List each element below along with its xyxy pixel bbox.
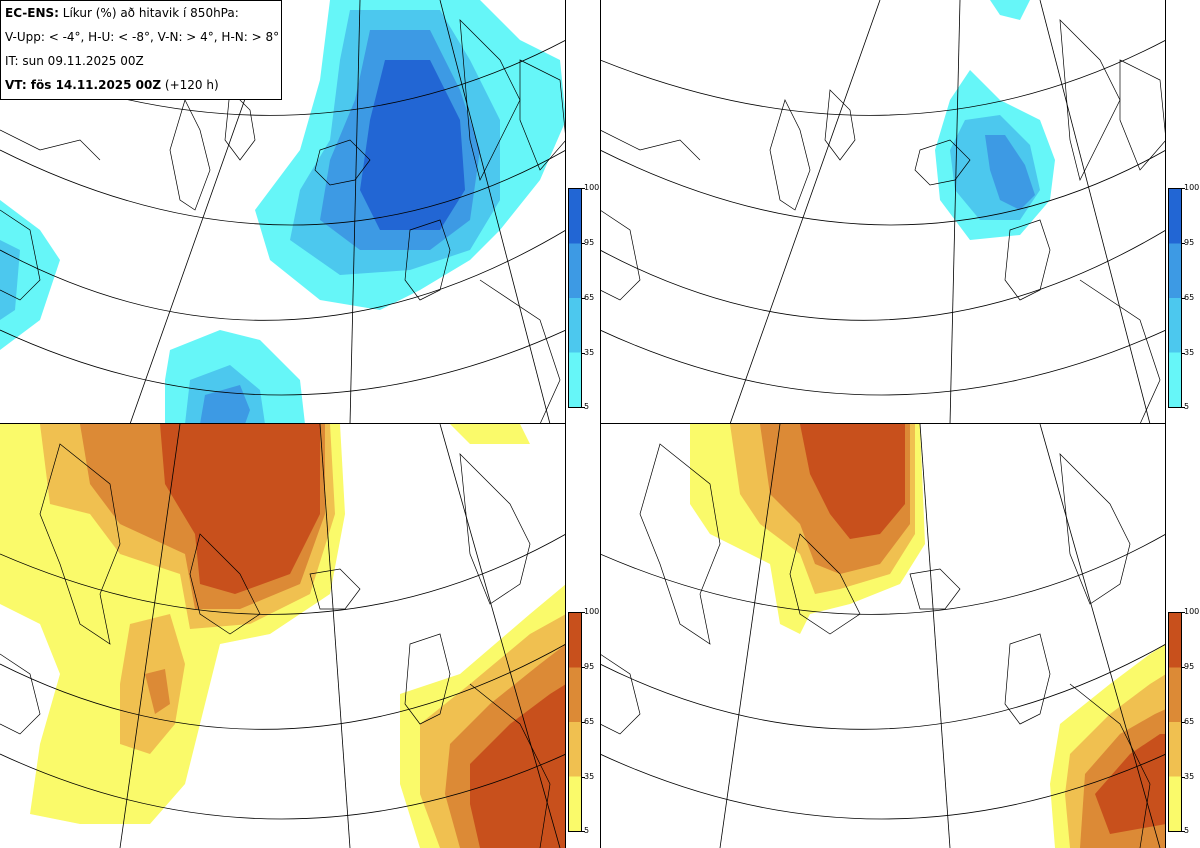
coastlines [0,19,566,424]
legend-tick: 100 [584,607,600,616]
legend-tick: 5 [1184,826,1190,835]
map-panel-cold-minus8 [600,0,1166,424]
legend-tick: 5 [1184,402,1190,411]
coastlines [600,443,1151,848]
valid-time: VT: fös 14.11.2025 00Z [5,78,162,92]
legend-tick: 65 [1184,717,1195,726]
panel-divider-horizontal [600,423,1166,424]
prob-field [0,0,566,424]
valid-time-line: VT: fös 14.11.2025 00Z (+120 h) [5,73,281,97]
legend-tick: 65 [1184,293,1195,302]
grid-lines [0,0,566,424]
legend-tick: 95 [1184,662,1195,671]
legend-tick: 5 [584,402,590,411]
legend-tick: 95 [584,662,595,671]
coastlines [600,19,1166,424]
map-panel-warm-plus8 [600,424,1166,848]
lead-time: (+120 h) [164,78,219,92]
thresholds-line: V-Upp: < -4°, H-U: < -8°, V-N: > 4°, H-N… [5,30,280,44]
legend-tick: 5 [584,826,590,835]
legend-tick: 95 [1184,238,1195,247]
prob-field [935,0,1055,240]
colorbar-cold-topright: 100 95 65 35 5 [1168,183,1199,411]
title-box: EC-ENS: Líkur (%) að hitavik í 850hPa: V… [0,0,282,100]
map-panel-cold-minus4 [0,0,566,424]
prob-field [0,424,566,848]
colorbar-warm-bottomright: 100 95 65 35 5 [1168,607,1199,835]
model-name: EC-ENS: [5,6,59,20]
legend-tick: 35 [1184,772,1195,781]
colorbar-cold-top: 100 95 65 35 5 [568,183,599,411]
legend-tick: 35 [1184,348,1195,357]
legend-tick: 35 [584,772,595,781]
legend-tick: 100 [1184,607,1200,616]
panel-border [600,0,601,848]
legend-tick: 100 [584,183,600,192]
grid-lines [600,0,1166,424]
colorbar-warm-bottomleft: 100 95 65 35 5 [568,607,599,835]
legend-tick: 100 [1184,183,1200,192]
coastlines [0,443,551,848]
legend-tick: 35 [584,348,595,357]
grid-lines [0,424,566,848]
legend-tick: 65 [584,293,595,302]
panel-border [1165,0,1166,848]
grid-lines [600,424,1166,848]
panel-divider-horizontal [0,423,566,424]
legend-tick: 95 [584,238,595,247]
prob-field [690,424,1166,848]
legend-tick: 65 [584,717,595,726]
initial-time: IT: sun 09.11.2025 00Z [5,54,144,68]
map-title: Líkur (%) að hitavik í 850hPa: [62,6,239,20]
title-line: EC-ENS: Líkur (%) að hitavik í 850hPa: [5,1,281,25]
panel-border [565,0,566,848]
map-panel-warm-plus4 [0,424,566,848]
